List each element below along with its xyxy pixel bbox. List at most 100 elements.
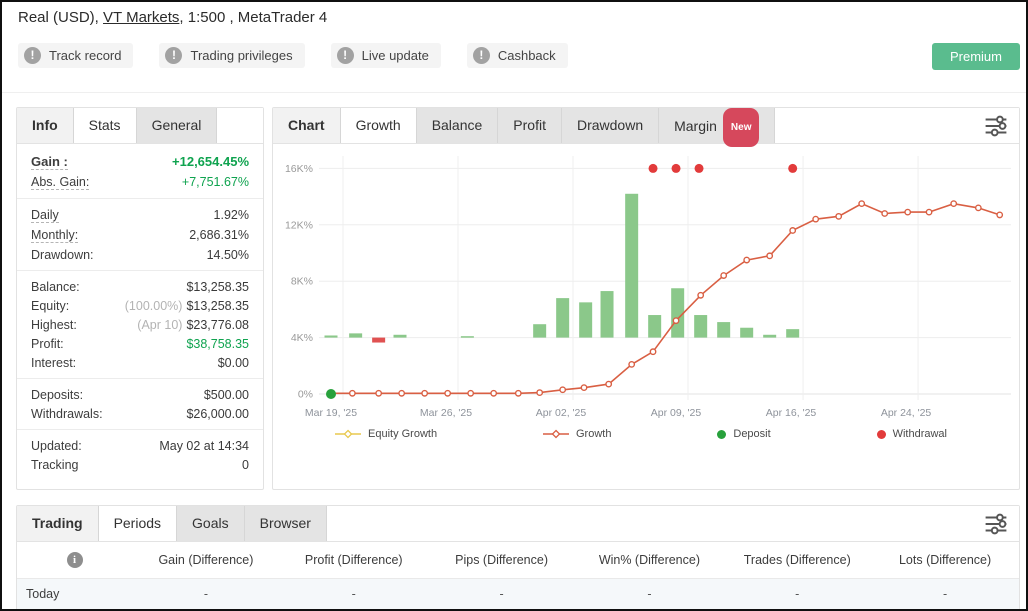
header-badge-trading-privileges[interactable]: ! Trading privileges xyxy=(159,43,305,68)
header-badge-live-update[interactable]: ! Live update xyxy=(330,43,441,68)
equity-growth-bar xyxy=(533,324,547,338)
equity-growth-bar xyxy=(579,302,593,338)
growth-marker xyxy=(697,291,705,299)
info-row: Monthly: 2,686.31% xyxy=(31,225,249,245)
growth-marker xyxy=(559,386,567,394)
withdrawal-dot xyxy=(648,163,658,173)
x-tick-label: Apr 09, '25 xyxy=(651,407,702,419)
growth-marker xyxy=(996,211,1004,219)
stat-label: Drawdown: xyxy=(31,247,94,262)
stat-value: $38,758.35 xyxy=(186,336,249,351)
y-tick-label: 4K% xyxy=(291,332,313,344)
tab-label: Balance xyxy=(431,117,483,133)
equity-growth-bar xyxy=(600,291,614,338)
row-cell: - xyxy=(203,587,208,601)
column-header: Profit (Difference) xyxy=(304,553,403,567)
stat-label[interactable]: Gain : xyxy=(31,153,68,170)
growth-chart-svg[interactable]: 0% 4K% 8K% 12K% 16K% Mar 19, '25 Mar 26, '25 Ap… xyxy=(273,150,1017,428)
account-meta: , 1:500 , MetaTrader 4 xyxy=(179,9,328,26)
chart-settings-icon[interactable] xyxy=(983,114,1009,138)
tab-periods-goals[interactable]: Goals xyxy=(177,506,245,541)
stat-label: Tracking xyxy=(31,457,79,472)
stat-label[interactable]: Daily xyxy=(31,207,59,223)
stat-value: $0.00 xyxy=(217,355,249,370)
growth-marker xyxy=(536,389,544,396)
tab-label: General xyxy=(151,117,202,133)
group-divider xyxy=(17,270,263,271)
growth-marker xyxy=(789,227,797,234)
legend-item-withdrawal[interactable]: Withdrawal xyxy=(876,428,947,440)
info-icon[interactable]: i xyxy=(66,552,83,568)
stat-label: Interest: xyxy=(31,355,77,370)
column-header: Win% (Difference) xyxy=(598,553,700,567)
stat-value: 1.92% xyxy=(213,207,249,222)
tab-chart-margin[interactable]: Margin New xyxy=(659,108,776,147)
info-row: Deposits: $500.00 xyxy=(31,385,249,404)
stat-label: Updated: xyxy=(31,438,82,453)
legend-label: Equity Growth xyxy=(368,428,438,440)
stat-label: Equity: xyxy=(31,298,70,313)
growth-marker xyxy=(881,210,889,217)
tab-periods-periods[interactable]: Periods xyxy=(98,506,178,541)
header-badge-cashback[interactable]: ! Cashback xyxy=(466,43,568,68)
stat-label[interactable]: Abs. Gain: xyxy=(31,174,90,190)
premium-button[interactable]: Premium xyxy=(931,43,1020,70)
column-header: Trades (Difference) xyxy=(743,553,851,567)
info-row: Abs. Gain: +7,751.67% xyxy=(31,172,249,192)
legend-label: Deposit xyxy=(733,428,771,440)
tab-label: Trading xyxy=(32,515,83,531)
info-row: Drawdown: 14.50% xyxy=(31,245,249,264)
growth-marker xyxy=(649,348,657,356)
table-settings-icon[interactable] xyxy=(983,512,1009,536)
stat-value: +7,751.67% xyxy=(181,174,249,189)
header-badge-track-record[interactable]: ! Track record xyxy=(18,43,134,68)
equity-growth-bar xyxy=(786,329,800,338)
tab-periods-trading[interactable]: Trading xyxy=(17,506,99,541)
row-cell: - xyxy=(647,587,652,601)
alert-icon: ! xyxy=(24,47,41,64)
withdrawal-dot xyxy=(788,163,798,173)
broker-link[interactable]: VT Markets xyxy=(103,9,180,26)
tab-chart-chart[interactable]: Chart xyxy=(273,108,341,143)
growth-marker xyxy=(348,389,356,397)
tab-chart-drawdown[interactable]: Drawdown xyxy=(561,108,660,143)
tab-chart-growth[interactable]: Growth xyxy=(340,108,417,143)
header-badges: ! Track record ! Trading privileges ! Live up… xyxy=(18,43,568,68)
tab-chart-profit[interactable]: Profit xyxy=(498,108,562,143)
info-rows: Gain : +12,654.45% Abs. Gain: +7,751.67% Dai… xyxy=(17,144,263,474)
tab-info-stats[interactable]: Stats xyxy=(73,108,137,143)
tab-chart-balance[interactable]: Balance xyxy=(416,108,499,143)
y-tick-label: 0% xyxy=(298,389,313,401)
growth-marker xyxy=(628,360,636,368)
growth-chart[interactable]: 0% 4K% 8K% 12K% 16K% Mar 19, '25 Mar 26, '25 Ap… xyxy=(273,150,1019,440)
tab-info-info[interactable]: Info xyxy=(17,108,74,143)
table-row[interactable]: Today - - - - - - xyxy=(17,578,1019,609)
badge-label: Track record xyxy=(49,48,122,63)
tab-label: Drawdown xyxy=(576,117,644,133)
stat-value: 0 xyxy=(242,457,249,472)
equity-growth-bar xyxy=(694,315,708,338)
tab-label: Goals xyxy=(192,515,229,531)
x-tick-label: Apr 24, '25 xyxy=(881,407,932,419)
stat-label[interactable]: Monthly: xyxy=(31,227,79,243)
legend-item-deposit[interactable]: Deposit xyxy=(717,428,771,440)
growth-marker xyxy=(605,380,613,388)
legend-line-marker xyxy=(335,429,361,439)
x-tick-label: Mar 19, '25 xyxy=(305,407,357,419)
alert-icon: ! xyxy=(472,47,490,64)
column-header: Lots (Difference) xyxy=(898,553,992,567)
info-row: Daily 1.92% xyxy=(31,205,249,225)
equity-growth-bar xyxy=(671,288,685,338)
tab-periods-browser[interactable]: Browser xyxy=(244,506,327,541)
legend-item-growth[interactable]: Growth xyxy=(543,428,611,440)
info-row: Withdrawals: $26,000.00 xyxy=(31,404,249,423)
tab-label: Margin xyxy=(674,118,717,134)
stat-label: Deposits: xyxy=(31,387,84,402)
equity-growth-bar xyxy=(740,327,754,338)
tab-info-general[interactable]: General xyxy=(136,108,218,143)
equity-growth-bar xyxy=(393,334,407,338)
deposit-dot xyxy=(326,389,336,399)
legend-item-equity-growth[interactable]: Equity Growth xyxy=(335,428,437,440)
equity-growth-bar-negative xyxy=(372,337,386,343)
info-row: Highest: (Apr 10) $23,776.08 xyxy=(31,315,249,334)
